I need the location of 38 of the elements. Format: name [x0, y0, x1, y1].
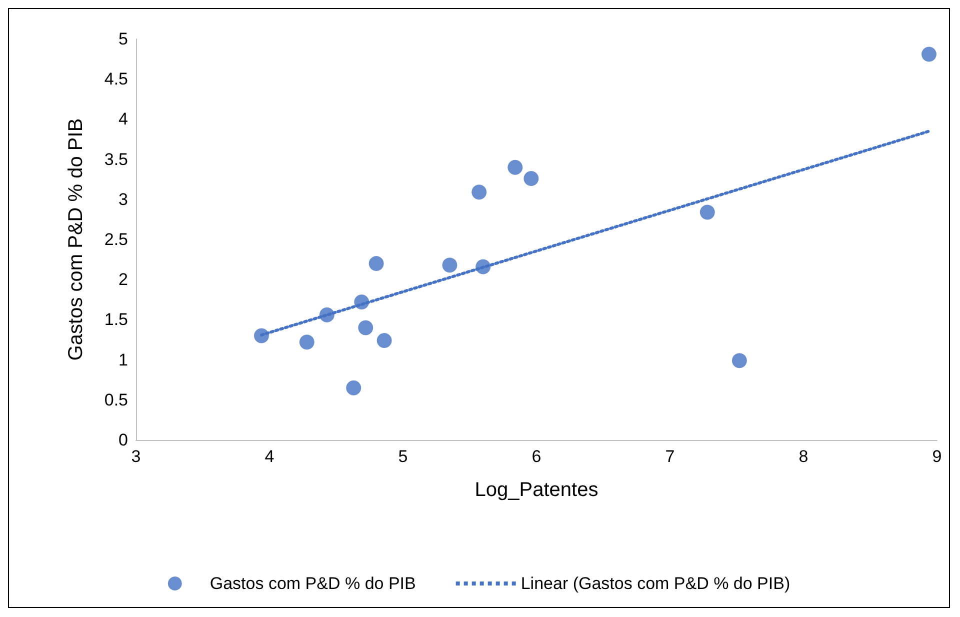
point [476, 259, 491, 274]
y-tick-label: 2 [118, 270, 128, 290]
y-axis-title: Gastos com P&D % do PIB [65, 118, 87, 361]
legend-label: Linear (Gastos com P&D % do PIB) [520, 574, 790, 593]
y-tick-label: 0.5 [104, 390, 128, 410]
x-tick-label: 3 [131, 447, 141, 466]
legend-label: Gastos com P&D % do PIB [210, 574, 416, 593]
point [254, 328, 269, 344]
y-tick-label: 2.5 [104, 230, 128, 249]
point [700, 204, 715, 220]
x-tick-label: 8 [798, 447, 808, 466]
point [472, 184, 487, 200]
x-tick-label: 6 [532, 447, 542, 466]
y-tick-label: 0 [118, 430, 128, 450]
x-tick-label: 4 [264, 447, 274, 466]
x-tick-label: 9 [932, 447, 942, 466]
y-tick-label: 3 [118, 190, 128, 209]
y-tick-label: 4.5 [104, 70, 128, 89]
y-tick-label: 1 [118, 350, 128, 370]
x-tick-label: 7 [665, 447, 675, 466]
point [376, 333, 392, 348]
point [508, 160, 523, 175]
x-axis-title: Log_Patentes [474, 479, 598, 501]
point [368, 256, 384, 272]
point [922, 46, 936, 62]
point [442, 258, 458, 273]
point [524, 171, 539, 186]
y-tick-label: 1.5 [104, 310, 128, 330]
y-tick-label: 5 [118, 30, 128, 48]
point [354, 294, 370, 310]
y-tick-label: 4 [118, 110, 128, 129]
point [319, 307, 334, 322]
point [358, 320, 374, 336]
point [346, 380, 362, 396]
x-tick-label: 5 [398, 447, 408, 466]
y-tick-label: 3.5 [104, 150, 128, 169]
point [299, 334, 314, 350]
point [732, 353, 747, 368]
